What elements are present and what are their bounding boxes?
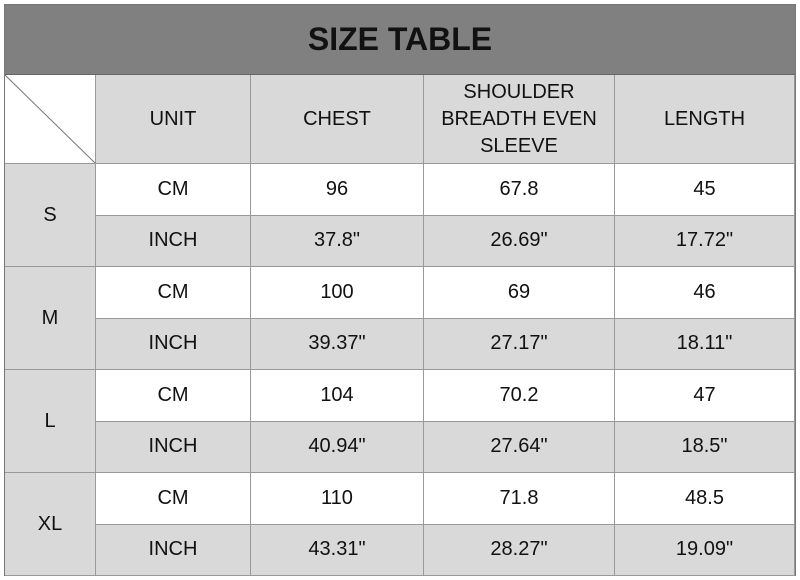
diagonal-line <box>5 75 95 163</box>
size-label: XL <box>5 473 96 576</box>
value-cell: 37.8" <box>251 215 424 267</box>
value-cell: 43.31" <box>251 524 424 576</box>
size-label: M <box>5 267 96 370</box>
value-cell: 18.5" <box>615 421 795 473</box>
value-cell: 48.5 <box>615 473 795 525</box>
corner-cell <box>5 75 96 164</box>
unit-cell: CM <box>96 164 251 216</box>
unit-cell: CM <box>96 267 251 319</box>
unit-cell: INCH <box>96 421 251 473</box>
table-grid: UNIT CHEST SHOULDER BREADTH EVEN SLEEVE … <box>5 75 795 576</box>
header-length: LENGTH <box>615 75 795 164</box>
size-label: S <box>5 164 96 267</box>
value-cell: 27.64" <box>424 421 615 473</box>
value-cell: 27.17" <box>424 318 615 370</box>
value-cell: 69 <box>424 267 615 319</box>
value-cell: 67.8 <box>424 164 615 216</box>
value-cell: 17.72" <box>615 215 795 267</box>
size-label: L <box>5 370 96 473</box>
value-cell: 104 <box>251 370 424 422</box>
value-cell: 39.37" <box>251 318 424 370</box>
unit-cell: CM <box>96 473 251 525</box>
value-cell: 46 <box>615 267 795 319</box>
header-chest: CHEST <box>251 75 424 164</box>
unit-cell: INCH <box>96 215 251 267</box>
size-table: SIZE TABLE UNIT CHEST SHOULDER BREADTH E… <box>4 4 796 576</box>
unit-cell: CM <box>96 370 251 422</box>
value-cell: 40.94" <box>251 421 424 473</box>
value-cell: 70.2 <box>424 370 615 422</box>
value-cell: 47 <box>615 370 795 422</box>
header-shoulder: SHOULDER BREADTH EVEN SLEEVE <box>424 75 615 164</box>
value-cell: 100 <box>251 267 424 319</box>
unit-cell: INCH <box>96 524 251 576</box>
table-title: SIZE TABLE <box>5 5 795 75</box>
value-cell: 45 <box>615 164 795 216</box>
header-unit: UNIT <box>96 75 251 164</box>
value-cell: 96 <box>251 164 424 216</box>
unit-cell: INCH <box>96 318 251 370</box>
value-cell: 26.69" <box>424 215 615 267</box>
value-cell: 19.09" <box>615 524 795 576</box>
value-cell: 28.27" <box>424 524 615 576</box>
value-cell: 71.8 <box>424 473 615 525</box>
value-cell: 18.11" <box>615 318 795 370</box>
value-cell: 110 <box>251 473 424 525</box>
